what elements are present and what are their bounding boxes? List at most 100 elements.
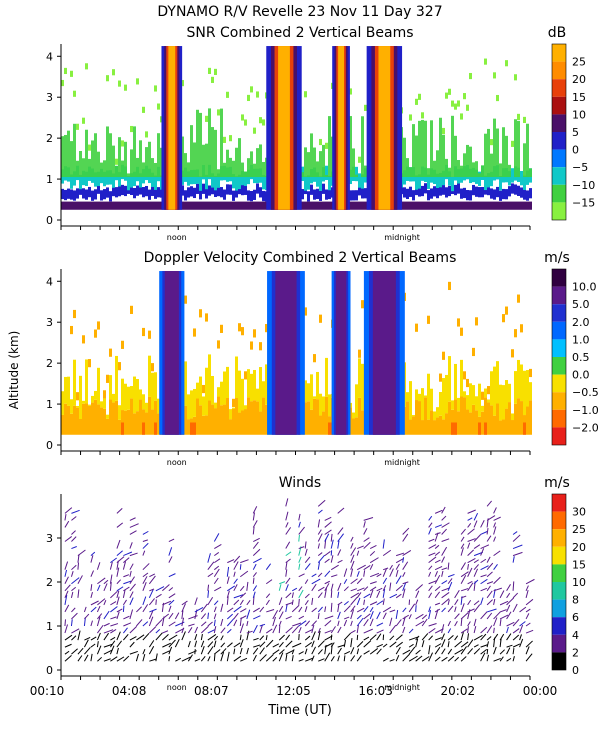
snr-cell <box>517 120 520 178</box>
wind-barb <box>103 632 110 641</box>
snr-cell <box>109 201 112 210</box>
wind-barb <box>142 596 147 606</box>
wind-barb <box>486 590 493 599</box>
wind-barb <box>162 642 172 648</box>
wind-barb <box>363 640 372 648</box>
snr-cell <box>301 201 304 210</box>
snr-cell <box>478 173 481 178</box>
wind-barb <box>434 608 441 613</box>
wind-barb <box>428 622 437 627</box>
wind-barb <box>298 556 302 563</box>
wind-barb <box>194 640 198 648</box>
wind-barb <box>376 643 383 648</box>
wind-barb <box>311 624 315 634</box>
snr-cell <box>490 201 493 210</box>
wind-barb <box>350 536 354 542</box>
colorbar-label: −2.0 <box>572 421 599 434</box>
snr-cell <box>499 201 502 210</box>
wind-barb <box>71 607 76 613</box>
snr-cell <box>127 201 130 210</box>
snr-cell <box>364 201 367 210</box>
colorbar-segment <box>552 202 566 220</box>
snr-cell <box>238 201 241 210</box>
doppler-cell <box>139 399 142 435</box>
wind-barb <box>116 507 123 514</box>
snr-cell <box>220 108 223 178</box>
wind-barb <box>96 605 101 613</box>
doppler-cell <box>220 324 223 333</box>
doppler-cell <box>223 404 226 435</box>
colorbar-label: −10 <box>572 179 595 192</box>
wind-barb <box>233 594 244 599</box>
wind-barb <box>402 588 406 598</box>
wind-barb <box>460 595 467 599</box>
wind-barb <box>246 600 251 606</box>
snr-cell <box>235 147 238 178</box>
wind-barb <box>473 568 479 577</box>
doppler-cell <box>109 348 112 357</box>
wind-barb <box>240 559 249 564</box>
wind-barb <box>103 583 108 591</box>
doppler-cell <box>199 376 202 406</box>
wind-barb <box>473 579 479 585</box>
snr-cell <box>304 91 307 98</box>
wind-barb <box>428 538 435 542</box>
snr-cell <box>184 190 187 201</box>
wind-barb <box>304 648 308 655</box>
snr-cell <box>406 188 409 200</box>
snr-cell <box>61 188 64 200</box>
snr-cell <box>454 184 457 196</box>
colorbar-label: 4 <box>572 629 579 642</box>
snr-cell <box>301 172 304 178</box>
wind-barb <box>493 576 501 585</box>
doppler-cell <box>481 411 484 435</box>
doppler-cell <box>109 375 112 400</box>
wind-barb <box>441 633 445 641</box>
doppler-cell <box>157 413 160 435</box>
snr-cell <box>442 201 445 210</box>
snr-cell <box>139 201 142 210</box>
snr-cell <box>349 116 352 178</box>
snr-cell <box>85 171 88 186</box>
wind-barb <box>402 561 409 570</box>
snr-cell <box>88 186 91 198</box>
doppler-cell <box>85 403 88 435</box>
wind-barb <box>259 623 266 627</box>
wind-barb <box>454 621 458 627</box>
wind-barb <box>304 593 310 599</box>
wind-barb <box>233 619 238 627</box>
wind-barb <box>252 506 258 514</box>
doppler-cell <box>130 398 133 435</box>
wind-barb <box>434 656 441 662</box>
wind-barb <box>77 562 80 570</box>
wind-barb <box>499 619 502 627</box>
wind-barb <box>116 586 124 592</box>
doppler-cell <box>418 401 421 435</box>
colorbar-label: 2.0 <box>572 316 590 329</box>
colorbar-segment <box>552 269 566 287</box>
y-tick-label: 4 <box>46 50 53 63</box>
wind-barb <box>304 642 313 648</box>
wind-barb <box>226 596 229 605</box>
snr-cell <box>466 201 469 210</box>
wind-barb <box>227 559 235 564</box>
snr-cell <box>256 201 259 210</box>
doppler-cell <box>208 400 211 435</box>
wind-barb <box>259 624 264 634</box>
snr-cell <box>484 175 487 191</box>
snr-cell <box>505 60 508 67</box>
wind-barb <box>480 633 487 641</box>
wind-barb <box>129 563 134 570</box>
wind-barb <box>369 606 374 613</box>
doppler-panel-title: Doppler Velocity Combined 2 Vertical Bea… <box>144 250 457 266</box>
doppler-cell <box>304 380 307 403</box>
wind-barb <box>285 577 291 585</box>
wind-barb <box>252 591 256 598</box>
snr-cell <box>451 115 454 178</box>
wind-barb <box>441 648 446 655</box>
wind-barb <box>129 641 135 648</box>
snr-cell <box>211 76 214 83</box>
snr-cell <box>187 162 190 178</box>
wind-barb <box>311 646 317 655</box>
